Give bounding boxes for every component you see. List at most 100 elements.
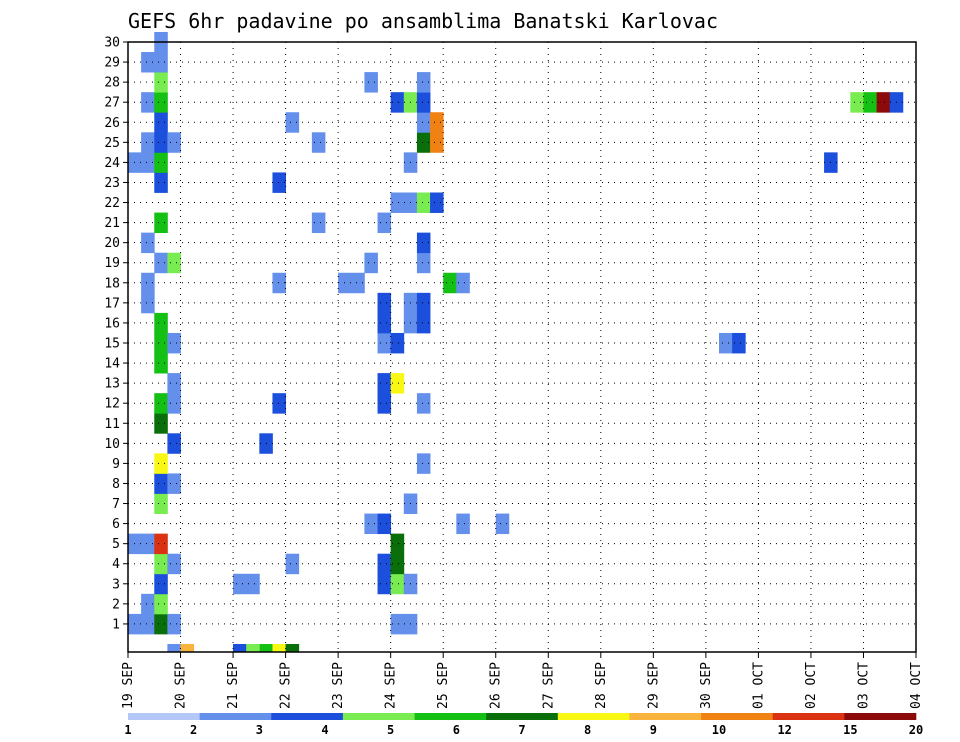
y-tick-label: 2: [112, 597, 120, 612]
heat-cell: [416, 312, 431, 334]
heat-cell: [390, 553, 405, 575]
heat-cell: [154, 533, 168, 555]
colorbar-label: 12: [777, 723, 791, 737]
heat-cell: [141, 232, 155, 254]
heat-cell: [167, 132, 181, 153]
heat-cell: [377, 373, 392, 394]
heat-cell: [377, 513, 392, 535]
heat-cell: [154, 72, 168, 93]
heat-cell: [154, 553, 168, 575]
colorbar-swatch: [199, 713, 272, 720]
heat-cell: [154, 453, 168, 474]
heat-cell: [233, 573, 247, 595]
heat-cell: [390, 332, 405, 354]
x-tick-label: 25 SEP: [436, 662, 451, 709]
x-tick-label: 29 SEP: [646, 662, 661, 709]
colorbar-label: 10: [712, 723, 726, 737]
heat-cell: [167, 553, 181, 575]
heat-cell: [154, 132, 168, 153]
heat-cell: [850, 92, 864, 113]
colorbar-label: 15: [843, 723, 857, 737]
heat-cell: [390, 192, 405, 213]
heat-cell: [154, 393, 168, 414]
heat-cell: [154, 152, 168, 173]
x-tick-label: 27 SEP: [541, 662, 556, 709]
heat-cell: [141, 613, 155, 635]
heat-cell: [141, 593, 155, 615]
heat-cell: [272, 172, 286, 193]
heat-cell: [167, 433, 181, 454]
heat-cell: [141, 533, 155, 555]
x-tick-label: 23 SEP: [331, 662, 346, 709]
colorbar-swatch: [128, 713, 200, 720]
y-tick-label: 10: [104, 437, 120, 452]
x-tick-label: 20 SEP: [174, 662, 189, 709]
x-tick-label: 21 SEP: [226, 662, 241, 709]
heat-cell: [167, 613, 181, 635]
heat-cell: [377, 332, 392, 354]
y-tick-label: 24: [104, 156, 120, 171]
x-tick-label: 28 SEP: [594, 662, 609, 709]
heat-cell: [443, 272, 457, 294]
heat-cell: [154, 112, 168, 133]
heat-cell: [141, 292, 155, 314]
y-tick-label: 30: [104, 36, 120, 51]
heat-cell: [311, 132, 326, 153]
colorbar-swatch: [557, 713, 630, 720]
heat-cell: [377, 573, 392, 595]
colorbar-label: 20: [909, 723, 923, 737]
heat-cell: [430, 192, 444, 213]
colorbar-label: 6: [453, 723, 460, 737]
colorbar: 1 2 3 4 5 6 7 8 9 10 12 15 20: [124, 713, 923, 737]
heat-cell: [416, 92, 431, 113]
heat-cell: [456, 272, 470, 294]
y-tick-label: 19: [104, 256, 120, 271]
y-tick-label: 26: [104, 116, 120, 131]
x-tick-label: 03 OCT: [856, 662, 871, 709]
x-tick-label: 24 SEP: [384, 662, 399, 709]
heat-cell: [246, 644, 260, 653]
y-tick-label: 20: [104, 236, 120, 251]
heat-cell: [154, 353, 168, 374]
heat-cell: [390, 533, 405, 555]
heat-cell: [141, 92, 155, 113]
heat-cell: [141, 132, 155, 153]
y-tick-label: 21: [104, 216, 120, 231]
heat-cell: [141, 272, 155, 294]
colorbar-swatch: [486, 713, 559, 720]
y-tick-label: 25: [104, 136, 120, 151]
heat-cell: [863, 92, 877, 113]
y-tick-label: 28: [104, 76, 120, 91]
heat-cell: [390, 373, 405, 394]
heat-cell: [154, 172, 168, 193]
heat-cell: [154, 92, 168, 113]
heat-cell: [154, 212, 168, 234]
y-axis: 1234567891011121314151617181920212223242…: [104, 36, 128, 632]
x-tick-label: 26 SEP: [489, 662, 504, 709]
heat-cell: [311, 212, 326, 234]
heat-cell: [416, 393, 431, 414]
heat-cell: [233, 644, 247, 653]
heat-cell: [154, 252, 168, 274]
colorbar-swatch: [701, 713, 774, 720]
y-tick-label: 8: [112, 477, 120, 492]
y-tick-label: 27: [104, 96, 120, 111]
heat-cell: [285, 112, 300, 133]
cell-layer: [128, 31, 904, 653]
heat-cell: [416, 232, 431, 254]
heat-cell: [141, 152, 155, 173]
heat-cell: [285, 644, 300, 653]
heat-cell: [416, 192, 431, 213]
heat-cell: [154, 493, 168, 514]
heat-cell: [416, 292, 431, 314]
plot-frame: [127, 41, 917, 653]
heat-cell: [154, 413, 168, 434]
heat-cell: [719, 332, 733, 354]
heat-cell: [154, 332, 168, 354]
heat-cell: [377, 393, 392, 414]
x-tick-label: 19 SEP: [121, 662, 136, 709]
heat-cell: [732, 332, 746, 354]
colorbar-label: 1: [124, 723, 131, 737]
y-tick-label: 13: [104, 377, 120, 392]
